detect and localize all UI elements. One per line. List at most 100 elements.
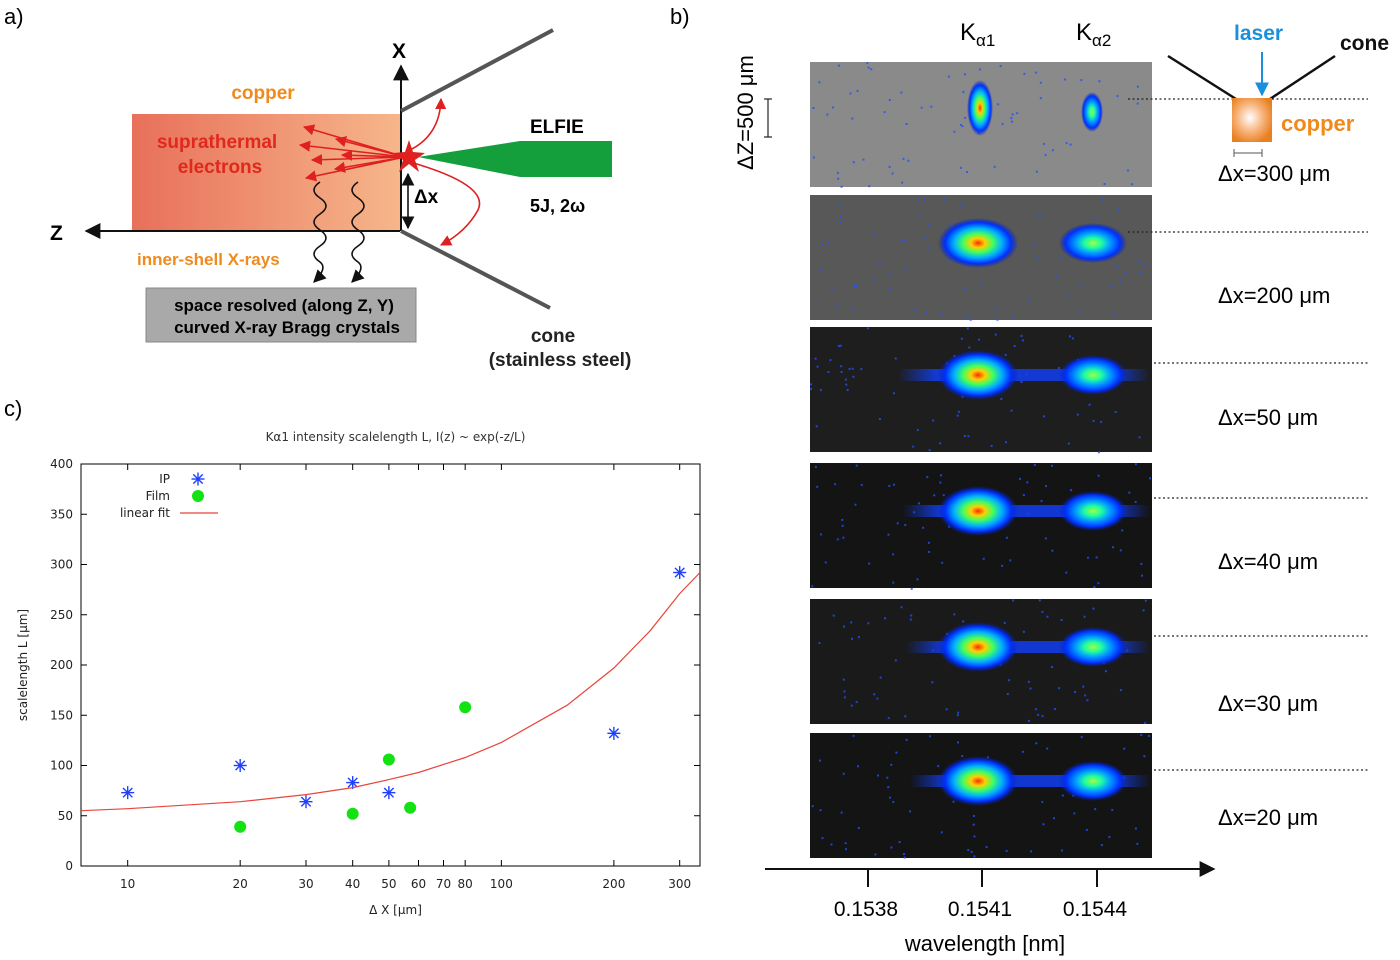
- legend-marker-film: [192, 490, 204, 502]
- strip-label: Δx=20 μm: [1218, 805, 1318, 830]
- laser-focus-star: [393, 140, 425, 172]
- x-tick-label: 70: [436, 877, 451, 891]
- inset-cone-left: [1167, 54, 1237, 101]
- ip-point: [121, 786, 135, 800]
- suprathermal-label-2: electrons: [178, 157, 262, 178]
- wavelength-tick-label: 0.1538: [834, 898, 898, 921]
- wavelength-ticks: 0.1538 0.1541 0.1544: [834, 869, 1128, 921]
- x-tick-label: 60: [411, 877, 426, 891]
- ip-point: [299, 795, 313, 809]
- panel-c: c) Kα1 intensity scalelength L, I(z) ~ e…: [4, 396, 701, 917]
- spectrum-strip: Δx=50 μm: [810, 327, 1368, 454]
- elfie-label: ELFIE: [530, 117, 584, 138]
- panel-b-label: b): [670, 4, 690, 29]
- x-tick-label: 20: [233, 877, 248, 891]
- cone-wall-lower: [400, 229, 551, 310]
- copper-label: copper: [231, 83, 295, 104]
- crystal-label-1: space resolved (along Z, Y): [174, 296, 394, 315]
- fit-line: [80, 572, 701, 812]
- legend-label: IP: [159, 472, 170, 486]
- wavelength-axis-label: wavelength [nm]: [904, 931, 1065, 956]
- scalelength-chart: Kα1 intensity scalelength L, I(z) ~ exp(…: [16, 430, 701, 917]
- y-tick-label: 200: [50, 658, 73, 672]
- target-inset: laser cone copper: [1167, 22, 1389, 157]
- panel-a: a) copper suprathermal electrons Z X ELF…: [4, 4, 631, 371]
- spectrum-strip: Δx=20 μm: [810, 733, 1368, 859]
- inner-shell-label: inner-shell X-rays: [137, 250, 280, 269]
- legend-label: linear fit: [120, 506, 170, 520]
- strip-label: Δx=30 μm: [1218, 691, 1318, 716]
- ka1-label: Kα1: [960, 19, 995, 50]
- strip-label: Δx=300 μm: [1218, 161, 1330, 186]
- electron-arrows: [298, 97, 481, 246]
- inset-cone-label: cone: [1340, 32, 1389, 55]
- z-axis-label: Z: [50, 222, 63, 245]
- cone-label-1: cone: [531, 326, 575, 347]
- spectrum-strip: Δx=300 μm: [810, 62, 1368, 188]
- wavelength-tick-label: 0.1544: [1063, 898, 1128, 921]
- film-point: [382, 753, 395, 766]
- suprathermal-label-1: suprathermal: [157, 132, 277, 153]
- y-tick-label: 100: [50, 759, 73, 773]
- y-tick-label: 150: [50, 708, 73, 722]
- film-point: [234, 820, 247, 833]
- y-tick-label: 0: [65, 859, 73, 873]
- x-axis-title: Δ X [μm]: [369, 903, 422, 917]
- film-point: [459, 701, 472, 714]
- legend-marker-ip: [191, 472, 205, 486]
- ip-point: [673, 566, 687, 580]
- chart-title: Kα1 intensity scalelength L, I(z) ~ exp(…: [266, 430, 526, 444]
- spectrum-strips: Δx=300 μm Δx=200 μm Δx=50 μm Δx=40 μm Δx=30 …: [810, 62, 1368, 859]
- laser-energy-label: 5J, 2ω: [530, 196, 585, 216]
- inset-laser-label: laser: [1234, 22, 1283, 45]
- y-tick-label: 400: [50, 457, 73, 471]
- film-point: [346, 807, 359, 820]
- x-tick-label: 100: [490, 877, 513, 891]
- y-tick-label: 250: [50, 608, 73, 622]
- strip-label: Δx=200 μm: [1218, 283, 1330, 308]
- delta-z-scale-bar: [764, 98, 772, 138]
- elfie-beam: [418, 141, 612, 177]
- inset-dx-bar: [1233, 149, 1263, 157]
- copper-block: [132, 114, 400, 231]
- x-tick-label: 200: [602, 877, 625, 891]
- y-tick-label: 350: [50, 507, 73, 521]
- bragg-crystal-box: [145, 287, 417, 343]
- strip-label: Δx=40 μm: [1218, 549, 1318, 574]
- chart-legend: IP Film linear fit: [120, 472, 218, 520]
- inset-cone-right: [1269, 54, 1336, 101]
- film-point: [404, 801, 417, 814]
- ip-point: [233, 759, 247, 772]
- ip-point: [346, 776, 360, 790]
- y-tick-label: 300: [50, 558, 73, 572]
- strip-label: Δx=50 μm: [1218, 405, 1318, 430]
- y-tick-label: 50: [58, 809, 73, 823]
- spectrum-strip: Δx=30 μm: [810, 599, 1368, 724]
- x-tick-label: 40: [345, 877, 360, 891]
- legend-label: Film: [146, 489, 170, 503]
- panel-a-label: a): [4, 4, 24, 29]
- x-tick-label: 10: [120, 877, 135, 891]
- ka2-label: Kα2: [1076, 19, 1111, 50]
- x-tick-label: 30: [298, 877, 313, 891]
- delta-z-label: ΔZ=500 μm: [733, 55, 758, 170]
- spectrum-strip: Δx=40 μm: [810, 463, 1368, 590]
- ip-point: [382, 786, 396, 800]
- x-tick-label: 300: [668, 877, 691, 891]
- panel-c-label: c): [4, 396, 22, 421]
- crystal-label-2: curved X-ray Bragg crystals: [174, 318, 400, 337]
- wavelength-tick-label: 0.1541: [948, 898, 1012, 921]
- cone-wall-upper: [400, 28, 554, 113]
- y-axis-title: scalelength L [μm]: [16, 609, 30, 721]
- x-axis-label: X: [392, 40, 406, 63]
- delta-x-label: Δx: [414, 187, 439, 208]
- x-tick-label: 80: [458, 877, 473, 891]
- inset-copper-block: [1232, 98, 1272, 142]
- spectrum-strip: Δx=200 μm: [810, 195, 1368, 321]
- xray-waves: [313, 181, 365, 283]
- inset-copper-label: copper: [1281, 111, 1355, 136]
- ip-point: [607, 726, 621, 740]
- cone-label-2: (stainless steel): [489, 350, 632, 371]
